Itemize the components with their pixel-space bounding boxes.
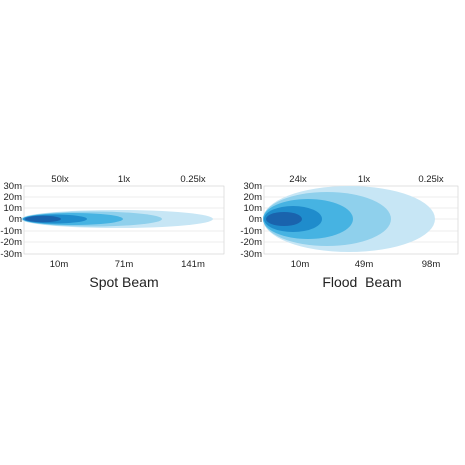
spot-distance-label-10m: 10m (50, 259, 69, 270)
spot-beam-zone-50lx (25, 215, 61, 223)
spot-y-label-neg10m: -10m (0, 226, 22, 237)
spot-y-label-0m: 0m (9, 214, 22, 225)
flood-y-label-10m: 10m (244, 203, 263, 214)
flood-beam-caption: Flood Beam (322, 274, 401, 290)
flood-distance-label-10m: 10m (291, 259, 310, 270)
spot-beam-pattern (21, 210, 213, 228)
flood-distance-label-98m: 98m (422, 259, 441, 270)
flood-y-label-neg10m: -10m (240, 226, 262, 237)
spot-y-label-neg20m: -20m (0, 237, 22, 248)
spot-lux-label-50lx: 50lx (51, 174, 69, 185)
flood-lux-label-24lx: 24lx (289, 174, 307, 185)
flood-lux-label-1lx: 1lx (358, 174, 370, 185)
flood-y-label-neg30m: -30m (240, 249, 262, 260)
spot-distance-label-141m: 141m (181, 259, 205, 270)
flood-distance-label-49m: 49m (355, 259, 374, 270)
flood-y-label-20m: 20m (244, 192, 263, 203)
spot-beam-caption: Spot Beam (89, 274, 158, 290)
flood-lux-label-0.25lx: 0.25lx (418, 174, 444, 185)
spot-y-label-neg30m: -30m (0, 249, 22, 260)
flood-y-label-neg20m: -20m (240, 237, 262, 248)
spot-y-label-20m: 20m (4, 192, 23, 203)
spot-lux-label-0.25lx: 0.25lx (180, 174, 206, 185)
spot-beam-panel: 50lx 1lx 0.25lx 30m 20m 10m 0m -10m -20m… (0, 174, 225, 290)
spot-y-label-10m: 10m (4, 203, 23, 214)
spot-distance-label-71m: 71m (115, 259, 134, 270)
flood-y-label-30m: 30m (244, 181, 263, 192)
flood-beam-pattern (263, 186, 435, 252)
flood-beam-panel: 24lx 1lx 0.25lx 30m 20m 10m 0m -10m -20m… (240, 174, 459, 290)
spot-y-label-30m: 30m (4, 181, 23, 192)
spot-lux-label-1lx: 1lx (118, 174, 130, 185)
flood-beam-zone-24lx (266, 212, 302, 226)
flood-y-label-0m: 0m (249, 214, 262, 225)
